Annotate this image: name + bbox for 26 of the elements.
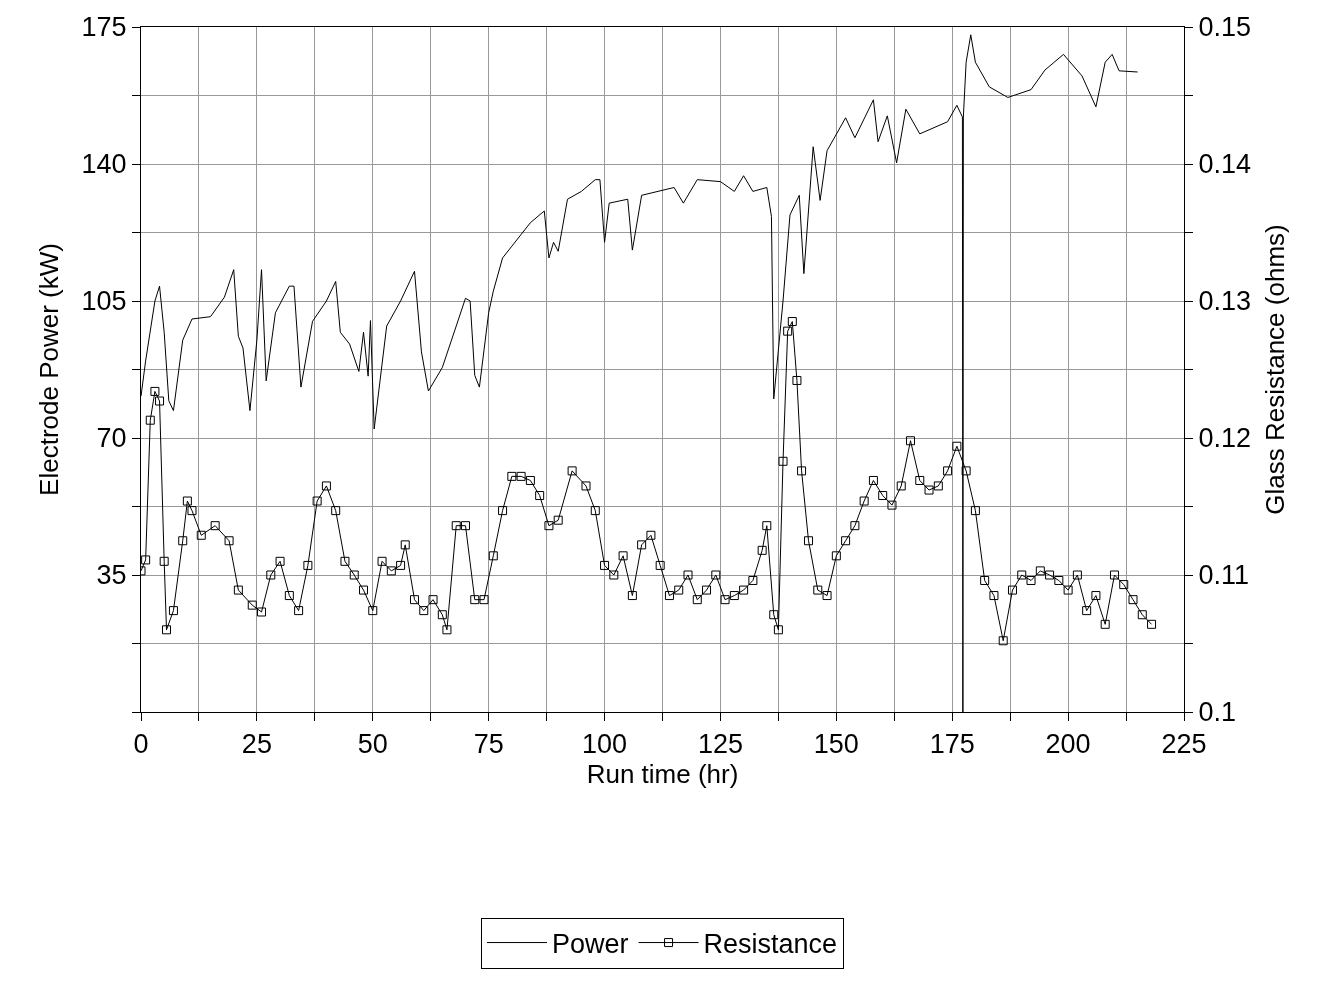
x-tick-label: 25 — [241, 729, 272, 760]
y2-axis-title: Glass Resistance (ohms) — [1259, 224, 1290, 515]
x-tick-label: 75 — [473, 729, 504, 760]
y2-tick-label: 0.12 — [1198, 423, 1251, 454]
x-tick-label: 175 — [929, 729, 975, 760]
x-tick-label: 100 — [582, 729, 628, 760]
y2-tick-label: 0.11 — [1198, 560, 1249, 591]
y-tick-label: 35 — [96, 560, 127, 591]
x-tick-label: 225 — [1161, 729, 1207, 760]
y-tick-label: 175 — [81, 12, 127, 43]
legend-label: Resistance — [703, 929, 838, 960]
y-tick-label: 140 — [81, 149, 127, 180]
y-axis-title: Electrode Power (kW) — [33, 243, 64, 496]
y2-tick-label: 0.13 — [1198, 286, 1251, 317]
y2-tick-label: 0.15 — [1198, 12, 1251, 43]
x-tick-label: 0 — [133, 729, 149, 760]
y-tick-label: 70 — [96, 423, 127, 454]
x-tick-label: 50 — [357, 729, 388, 760]
y2-tick-label: 0.14 — [1198, 149, 1251, 180]
legend-label: Power — [552, 929, 629, 960]
x-tick-label: 125 — [697, 729, 743, 760]
x-tick-label: 200 — [1045, 729, 1091, 760]
y-tick-label: 105 — [81, 286, 127, 317]
x-tick-label: 150 — [813, 729, 859, 760]
x-axis-title: Run time (hr) — [586, 759, 739, 790]
y2-tick-label: 0.1 — [1198, 697, 1236, 728]
